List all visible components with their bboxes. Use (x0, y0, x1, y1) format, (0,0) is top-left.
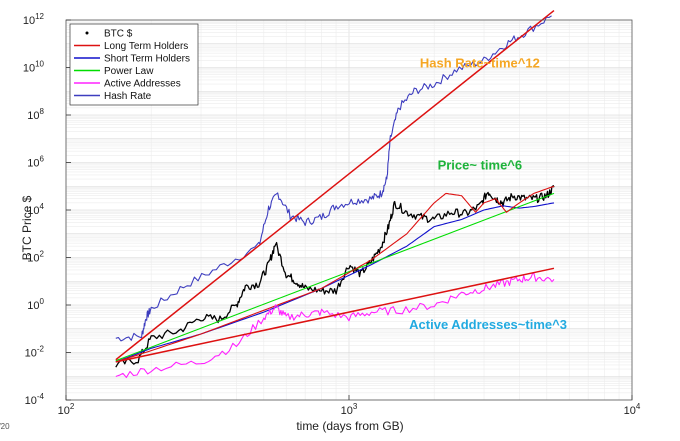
series-active-addresses (115, 272, 555, 379)
legend-entry-label: Short Term Holders (104, 54, 190, 65)
annotation-label: Price~ time^6 (438, 158, 523, 173)
legend-marker (85, 31, 89, 35)
legend-entry-label: Power Law (104, 66, 154, 77)
x-axis-label: time (days from GB) (296, 419, 403, 433)
legend: BTC $Long Term Holders Short Term Holders… (69, 23, 199, 106)
annotations: Hash Rate~time^12 Price~ time^6 Active Add… (409, 56, 567, 332)
annotation-label: Active Addresses~time^3 (409, 317, 567, 332)
series-long-term-holders (115, 185, 555, 363)
grid (65, 20, 632, 401)
legend-entry-label: Long Term Holders (104, 41, 188, 52)
legend-entry-label: BTC $ (104, 29, 133, 40)
series-hash-rate (115, 15, 552, 342)
legend-entry-label: Hash Rate (104, 91, 152, 102)
series-layer (115, 9, 555, 379)
cropped-date-text: 9/20 (0, 422, 10, 431)
hash-rate-fit-line (115, 9, 555, 361)
legend-box (69, 23, 199, 106)
annotation-label: Hash Rate~time^12 (420, 56, 540, 71)
legend-entry-label: Active Addresses (104, 79, 181, 90)
series-power-law (115, 192, 555, 362)
active-addresses-fit-line (115, 267, 555, 363)
y-axis-label: BTC Price $ (20, 195, 34, 260)
